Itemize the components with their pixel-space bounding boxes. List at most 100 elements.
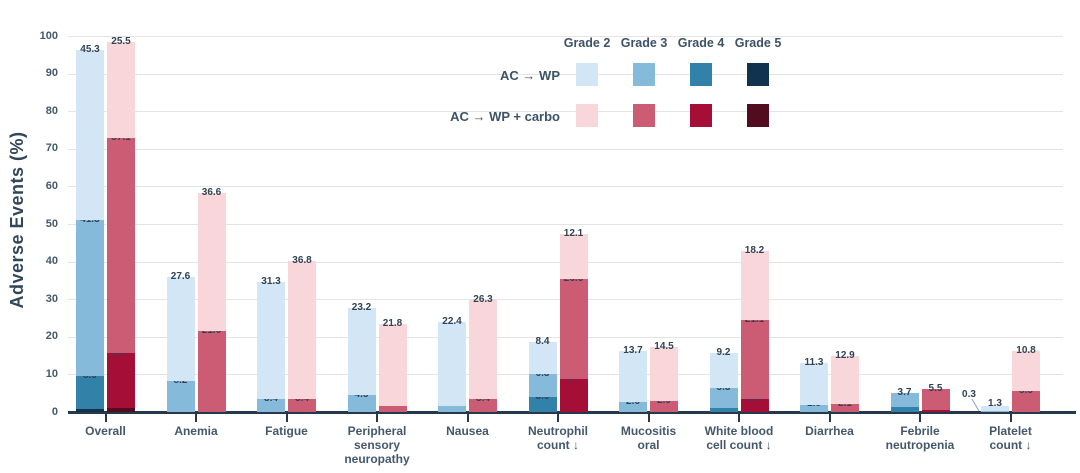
y-tick-label: 70 (45, 142, 58, 155)
value-label: 9.2 (716, 347, 731, 359)
x-category-label: White blood cell count ↓ (704, 424, 774, 452)
value-label-callout: 0.3 (962, 389, 976, 400)
x-category-label: Overall (85, 424, 126, 438)
value-label: 27.6 (170, 271, 191, 283)
y-tick-label: 20 (45, 330, 58, 343)
bar-segment-arm1-grade2 (528, 342, 557, 374)
bar-segment-arm2-grade2 (1012, 350, 1040, 392)
legend-grade3-header: Grade 3 (620, 36, 668, 50)
bar-segment-arm1-grade5 (76, 408, 104, 412)
value-label: 31.3 (261, 275, 281, 287)
bar-segment-arm1-grade3 (257, 399, 285, 412)
legend-swatch-arm2-grade4 (690, 104, 712, 127)
gridline (68, 111, 1063, 113)
bar-segment-arm2-grade2 (197, 193, 226, 331)
x-category-label: Diarrhea (805, 424, 854, 438)
bar-segment-arm1-grade4 (709, 407, 738, 412)
value-label: 5.5 (928, 383, 943, 395)
bar-segment-arm2-grade3 (1012, 391, 1040, 412)
bar-segment-arm2-grade2 (288, 260, 316, 400)
bar-segment-arm2-grade3 (107, 137, 135, 353)
bar-segment-arm1-grade2 (981, 405, 1009, 411)
value-label: 12.1 (563, 227, 584, 239)
bar-segment-arm1-grade3 (528, 373, 557, 398)
legend-swatch-arm1-grade3 (633, 63, 655, 86)
x-tick (376, 413, 378, 422)
y-axis-title: Adverse Events (%) (7, 131, 27, 309)
y-tick-label: 30 (45, 292, 58, 305)
x-tick (828, 413, 831, 422)
legend-swatch-arm1-grade5 (747, 63, 769, 86)
legend-swatch-arm2-grade5 (747, 104, 769, 127)
legend-swatch-arm1-grade2 (576, 63, 598, 86)
x-tick (919, 413, 921, 422)
x-tick (647, 413, 650, 422)
bar-segment-arm1-grade3 (438, 405, 466, 412)
value-label: 3.7 (897, 387, 912, 399)
bar-segment-arm1-grade2 (619, 350, 647, 403)
bar-segment-arm1-grade4 (890, 407, 919, 412)
value-label: 36.8 (292, 254, 312, 266)
gridline (68, 73, 1063, 75)
x-axis-line (68, 411, 1076, 414)
x-tick (557, 413, 559, 422)
bar-segment-arm2-grade3 (197, 330, 226, 412)
value-label: 13.7 (623, 344, 643, 356)
x-tick (104, 413, 107, 422)
bar-segment-arm2-grade3 (378, 405, 407, 412)
bar-segment-arm2-grade2 (378, 324, 407, 406)
bar-segment-arm1-grade3 (981, 410, 1009, 412)
bar-segment-arm2-grade5 (107, 407, 135, 412)
bar-segment-arm2-grade4 (107, 352, 135, 408)
bar-segment-arm2-grade3 (831, 404, 859, 412)
value-label: 21.8 (382, 318, 403, 330)
bar-segment-arm2-grade2 (740, 251, 769, 320)
value-label: 12.9 (835, 349, 855, 361)
value-label: 18.2 (744, 245, 765, 257)
bar-segment-arm1-grade2 (800, 362, 828, 406)
bar-segment-arm1-grade2 (709, 353, 738, 388)
value-label: 8.4 (535, 336, 550, 348)
x-category-label: Nausea (446, 424, 489, 438)
bar-segment-arm1-grade2 (257, 281, 285, 400)
legend-swatch-arm2-grade3 (633, 104, 655, 127)
x-category-label: Mucositis oral (620, 424, 677, 452)
legend-arm1-label: AC → WP (500, 68, 560, 83)
bar-segment-arm2-grade3 (650, 401, 678, 412)
y-tick-label: 10 (45, 367, 58, 380)
bar-segment-arm2-grade2 (650, 346, 678, 402)
legend-swatch-arm2-grade2 (576, 104, 598, 127)
value-label: 45.3 (80, 43, 100, 55)
legend-grade4-header: Grade 4 (677, 36, 725, 50)
x-category-label: Peripheral sensory neuropathy (344, 424, 410, 466)
y-tick-label: 50 (45, 217, 58, 230)
value-label: 22.4 (442, 315, 462, 327)
bar-segment-arm1-grade3 (800, 405, 828, 412)
y-tick-label: 60 (45, 179, 58, 192)
legend-grade5-header: Grade 5 (734, 36, 782, 50)
bar-segment-arm1-grade3 (166, 381, 195, 412)
bar-segment-arm1-grade4 (76, 375, 104, 409)
bar-segment-arm1-grade3 (76, 220, 104, 376)
bar-segment-arm1-grade3 (619, 402, 647, 412)
bar-segment-arm2-grade3 (740, 319, 769, 400)
value-label: 23.2 (351, 301, 372, 313)
x-tick (466, 413, 469, 422)
x-tick (195, 413, 197, 422)
value-label: 25.5 (111, 36, 131, 48)
bar-segment-arm2-grade4 (740, 399, 769, 412)
legend-swatch-arm1-grade4 (690, 63, 712, 86)
bar-segment-arm1-grade2 (347, 307, 376, 396)
value-label: 14.5 (654, 340, 674, 352)
bar-segment-arm1-grade4 (528, 397, 557, 412)
x-tick (1009, 413, 1012, 422)
x-category-label: Fatigue (265, 424, 308, 438)
value-label: 10.8 (1016, 344, 1036, 356)
x-category-label: Neutrophil count ↓ (528, 424, 588, 452)
gridline (68, 36, 1063, 37)
x-category-label: Anemia (174, 424, 218, 438)
gridline (68, 148, 1063, 150)
bar-segment-arm1-grade2 (76, 49, 104, 221)
value-label: 1.3 (988, 398, 1002, 409)
